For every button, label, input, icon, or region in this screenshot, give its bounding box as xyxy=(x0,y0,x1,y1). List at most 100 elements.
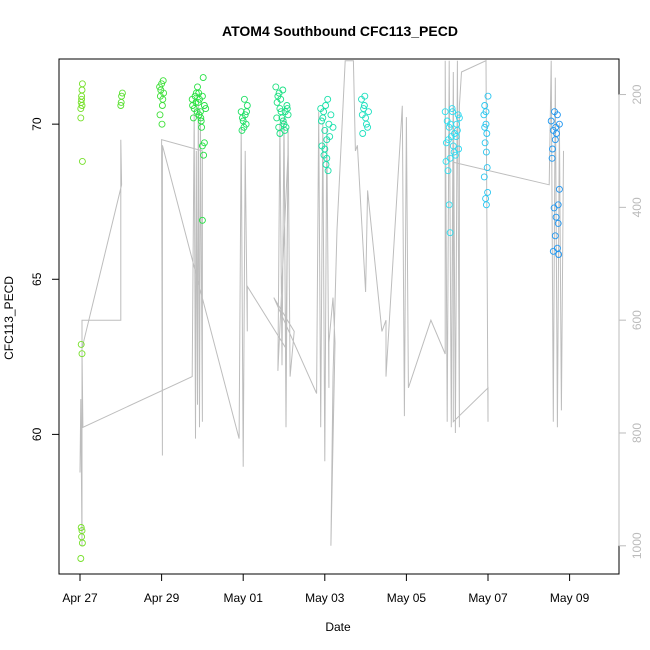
data-point xyxy=(483,164,491,172)
data-point xyxy=(321,126,329,134)
data-point xyxy=(329,123,337,131)
data-point xyxy=(449,108,456,116)
data-point xyxy=(326,133,334,141)
data-point xyxy=(321,145,329,153)
data-point xyxy=(446,229,454,237)
data-point xyxy=(156,111,164,119)
data-point xyxy=(240,95,248,103)
altitude-tick-label: 200 xyxy=(630,84,644,104)
data-point xyxy=(484,188,492,196)
data-point xyxy=(243,108,250,116)
x-axis: Apr 27 Apr 29 May 01 May 03 May 05 May 07 May … xyxy=(62,573,590,605)
data-point xyxy=(445,201,453,209)
data-point xyxy=(78,157,86,165)
y-axis-label: CFC113_PECD xyxy=(2,276,16,360)
data-point xyxy=(453,120,461,128)
data-point xyxy=(482,108,490,116)
data-point xyxy=(194,83,201,91)
data-point xyxy=(483,130,491,137)
data-point xyxy=(482,195,490,203)
data-point xyxy=(482,201,490,209)
data-point xyxy=(455,145,463,153)
y-tick-label: 60 xyxy=(30,427,44,441)
data-point xyxy=(549,247,557,255)
data-point xyxy=(554,201,562,209)
data-point xyxy=(549,145,556,153)
x-tick-label: Apr 29 xyxy=(144,591,180,605)
data-point xyxy=(276,130,284,137)
data-point xyxy=(197,114,205,122)
data-point xyxy=(277,95,285,103)
data-point xyxy=(77,340,85,348)
data-point xyxy=(444,167,452,175)
data-point xyxy=(200,139,208,147)
data-point xyxy=(189,114,197,122)
data-point xyxy=(279,86,287,94)
data-point xyxy=(242,120,250,128)
flight-track-lines xyxy=(79,59,564,546)
data-point xyxy=(199,74,207,82)
data-point xyxy=(360,102,368,109)
data-point xyxy=(364,123,372,131)
data-point xyxy=(480,173,488,181)
plot-frame xyxy=(58,58,620,575)
data-point xyxy=(158,102,166,109)
data-point xyxy=(441,108,449,116)
data-point xyxy=(276,105,284,113)
data-point xyxy=(359,130,367,137)
x-tick-label: May 07 xyxy=(468,591,508,605)
data-point xyxy=(448,105,456,113)
data-point xyxy=(320,108,328,116)
altitude-tick-label: 1000 xyxy=(630,532,644,559)
data-point xyxy=(360,105,368,113)
data-point xyxy=(281,126,289,134)
data-point xyxy=(77,555,85,562)
data-point xyxy=(323,154,331,162)
y-tick-label: 70 xyxy=(30,117,44,131)
data-point xyxy=(198,216,206,224)
data-point xyxy=(362,120,370,128)
data-point xyxy=(77,114,85,122)
data-point xyxy=(202,105,210,113)
flight-track xyxy=(79,59,564,546)
data-point xyxy=(482,148,490,156)
data-point xyxy=(481,123,489,131)
x-tick-label: May 09 xyxy=(550,591,590,605)
data-point xyxy=(322,102,330,109)
altitude-tick-label: 800 xyxy=(630,423,644,443)
data-point xyxy=(118,89,126,97)
data-point xyxy=(325,120,333,128)
data-point xyxy=(551,108,558,116)
y-axis: 60 65 70 xyxy=(30,117,60,441)
altitude-tick-label: 600 xyxy=(630,310,644,330)
data-point xyxy=(318,117,325,125)
data-point xyxy=(554,219,562,227)
data-point xyxy=(78,539,86,547)
chart-title: ATOM4 Southbound CFC113_PECD xyxy=(222,23,458,39)
data-point xyxy=(552,213,560,221)
x-tick-label: May 03 xyxy=(305,591,345,605)
data-point xyxy=(194,98,202,106)
data-point xyxy=(198,123,206,131)
data-point xyxy=(117,102,125,109)
data-point xyxy=(451,151,459,159)
data-point xyxy=(279,117,287,125)
data-point xyxy=(446,154,454,162)
data-point xyxy=(365,108,372,116)
data-point xyxy=(117,98,125,106)
data-point xyxy=(78,86,86,94)
data-point xyxy=(553,244,561,252)
data-point xyxy=(238,126,246,134)
data-point xyxy=(78,350,86,358)
data-point xyxy=(481,139,489,147)
data-point xyxy=(361,92,369,100)
data-point xyxy=(275,123,283,131)
data-point xyxy=(552,123,560,131)
data-point xyxy=(481,102,489,109)
data-point xyxy=(195,89,203,97)
data-point xyxy=(555,251,563,258)
data-point xyxy=(197,117,205,125)
data-point xyxy=(455,114,463,122)
data-point xyxy=(192,98,200,106)
